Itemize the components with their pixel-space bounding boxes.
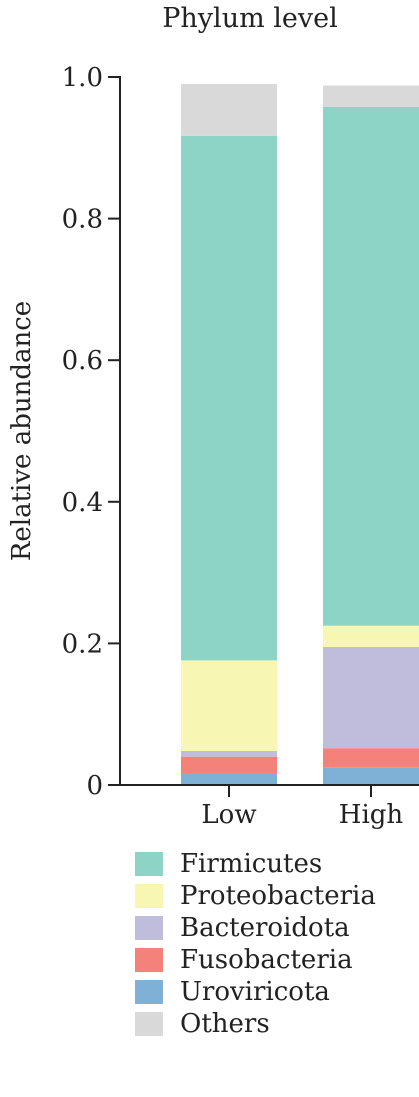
- bar-segment-high-fusobacteria: [323, 748, 419, 768]
- bar-segment-high-firmicutes: [323, 106, 419, 626]
- chart-title: Phylum level: [162, 3, 338, 34]
- x-tick-label-high: High: [339, 800, 404, 830]
- x-tick-label-low: Low: [201, 800, 256, 830]
- legend: Firmicutes Proteobacteria Bacteroidota F…: [135, 848, 376, 1040]
- legend-item-proteobacteria: Proteobacteria: [135, 880, 376, 912]
- bar-segment-low-bacteroidota: [181, 751, 277, 757]
- y-tick-label-0-8: 0.8: [62, 205, 103, 235]
- legend-swatch-uroviricota: [135, 980, 163, 1004]
- y-axis-label: Relative abundance: [7, 301, 37, 561]
- y-tick-label-0-6: 0.6: [62, 346, 103, 376]
- y-tick-label-0: 0: [86, 771, 103, 801]
- legend-label-fusobacteria: Fusobacteria: [180, 945, 353, 975]
- bar-segment-high-bacteroidota: [323, 646, 419, 749]
- y-tick-label-0-2: 0.2: [62, 629, 103, 659]
- legend-swatch-proteobacteria: [135, 884, 163, 908]
- legend-label-bacteroidota: Bacteroidota: [180, 913, 350, 943]
- legend-item-firmicutes: Firmicutes: [135, 848, 376, 880]
- bar-segment-high-others: [323, 85, 419, 107]
- legend-swatch-firmicutes: [135, 852, 163, 876]
- legend-swatch-others: [135, 1012, 163, 1036]
- legend-swatch-bacteroidota: [135, 916, 163, 940]
- bar-segment-high-uroviricota: [323, 767, 419, 785]
- bars-layer: [181, 84, 419, 785]
- bar-segment-low-others: [181, 84, 277, 136]
- bar-segment-low-firmicutes: [181, 135, 277, 661]
- legend-label-firmicutes: Firmicutes: [180, 849, 323, 879]
- stacked-bar-chart: Phylum level Relative abundance 00.20.40…: [7, 3, 419, 830]
- legend-label-others: Others: [180, 1009, 270, 1039]
- legend-swatch-fusobacteria: [135, 948, 163, 972]
- legend-item-uroviricota: Uroviricota: [135, 976, 376, 1008]
- bar-segment-high-proteobacteria: [323, 625, 419, 647]
- bar-segment-low-proteobacteria: [181, 660, 277, 752]
- legend-label-uroviricota: Uroviricota: [180, 977, 330, 1007]
- bar-segment-low-uroviricota: [181, 772, 277, 785]
- axes-layer: 0 0.2 0.4 0.6 0.8 1.0 Low High: [62, 63, 419, 830]
- legend-label-proteobacteria: Proteobacteria: [180, 881, 376, 911]
- legend-item-fusobacteria: Fusobacteria: [135, 944, 376, 976]
- legend-item-others: Others: [135, 1008, 376, 1040]
- y-tick-label-1-0: 1.0: [62, 63, 103, 93]
- legend-item-bacteroidota: Bacteroidota: [135, 912, 376, 944]
- bar-segment-low-fusobacteria: [181, 756, 277, 773]
- y-tick-label-0-4: 0.4: [62, 488, 103, 518]
